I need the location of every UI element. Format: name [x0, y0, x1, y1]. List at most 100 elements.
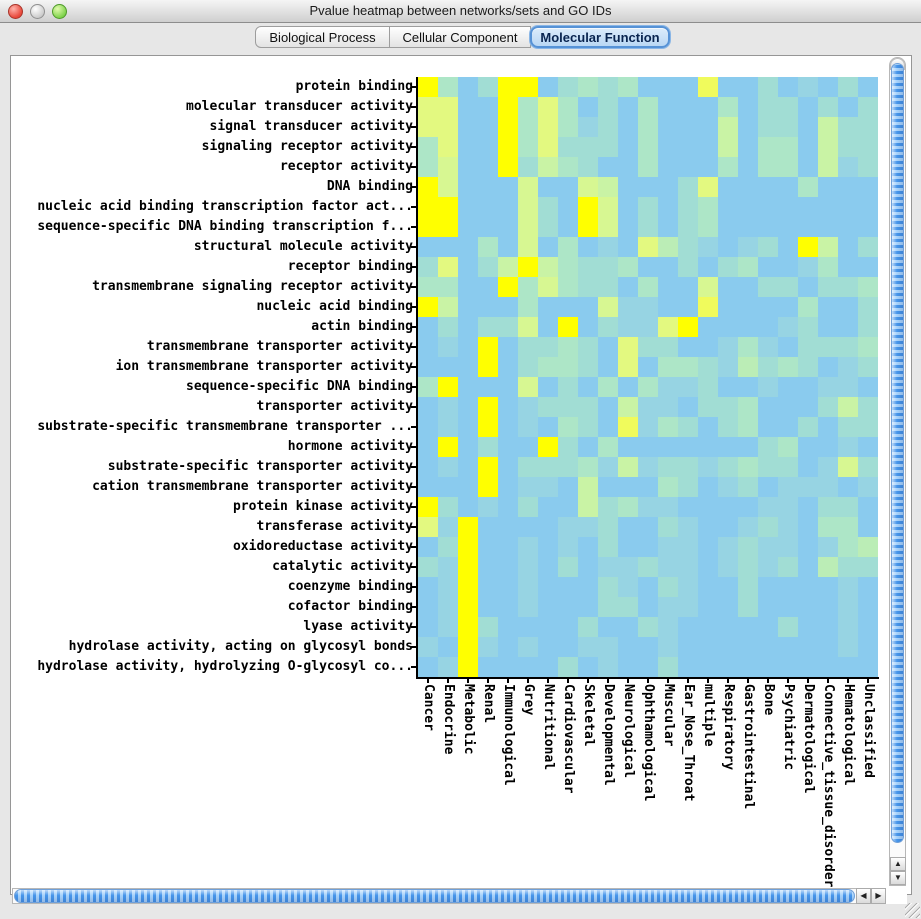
heatmap-cell	[838, 477, 858, 497]
heatmap-cell	[658, 417, 678, 437]
heatmap-cell	[418, 517, 438, 537]
heatmap-cell	[738, 397, 758, 417]
heatmap-cell	[458, 377, 478, 397]
heatmap-cell	[538, 597, 558, 617]
heatmap-cell	[518, 257, 538, 277]
heatmap-cell	[578, 157, 598, 177]
y-tick	[411, 426, 416, 428]
heatmap-cell	[578, 557, 598, 577]
minimize-button-icon[interactable]	[30, 4, 45, 19]
heatmap-cell	[698, 357, 718, 377]
heatmap-cell	[518, 637, 538, 657]
heatmap-cell	[658, 457, 678, 477]
heatmap-grid	[418, 77, 878, 677]
tab-cellular-component[interactable]: Cellular Component	[390, 26, 531, 48]
heatmap-cell	[858, 397, 878, 417]
heatmap-cell	[718, 177, 738, 197]
resize-grip-icon[interactable]	[905, 903, 920, 918]
heatmap-cell	[538, 257, 558, 277]
y-tick	[411, 366, 416, 368]
row-label: structural molecule activity	[193, 239, 413, 254]
heatmap-cell	[498, 477, 518, 497]
heatmap-cell	[598, 337, 618, 357]
heatmap-cell	[698, 377, 718, 397]
x-tick	[707, 679, 709, 683]
heatmap-cell	[798, 597, 818, 617]
heatmap-cell	[558, 637, 578, 657]
heatmap-cell	[718, 577, 738, 597]
heatmap-cell	[738, 457, 758, 477]
heatmap-cell	[418, 157, 438, 177]
heatmap-cell	[738, 197, 758, 217]
heatmap-cell	[438, 77, 458, 97]
heatmap-cell	[758, 437, 778, 457]
heatmap-cell	[858, 77, 878, 97]
heatmap-cell	[698, 77, 718, 97]
heatmap-cell	[838, 297, 858, 317]
heatmap-cell	[498, 137, 518, 157]
heatmap-cell	[698, 557, 718, 577]
tab-bar: Biological Process Cellular Component Mo…	[255, 26, 670, 48]
heatmap-cell	[418, 597, 438, 617]
tab-molecular-function[interactable]: Molecular Function	[530, 26, 670, 48]
scroll-up-button[interactable]: ▲	[890, 857, 906, 871]
heatmap-cell	[538, 557, 558, 577]
heatmap-cell	[438, 357, 458, 377]
close-button-icon[interactable]	[8, 4, 23, 19]
heatmap-cell	[478, 377, 498, 397]
heatmap-cell	[798, 457, 818, 477]
heatmap-cell	[578, 357, 598, 377]
heatmap-cell	[538, 457, 558, 477]
col-label: Skeletal	[581, 684, 596, 747]
scroll-left-button[interactable]: ◀	[856, 888, 871, 904]
heatmap-cell	[578, 417, 598, 437]
zoom-button-icon[interactable]	[52, 4, 67, 19]
heatmap-cell	[838, 377, 858, 397]
y-tick	[411, 286, 416, 288]
heatmap-cell	[778, 457, 798, 477]
heatmap-cell	[578, 537, 598, 557]
heatmap-cell	[858, 357, 878, 377]
heatmap-cell	[578, 237, 598, 257]
heatmap-cell	[618, 617, 638, 637]
heatmap-cell	[558, 517, 578, 537]
heatmap-cell	[458, 177, 478, 197]
heatmap-cell	[838, 197, 858, 217]
heatmap-cell	[538, 537, 558, 557]
heatmap-cell	[778, 317, 798, 337]
heatmap-cell	[798, 77, 818, 97]
heatmap-cell	[558, 197, 578, 217]
heatmap-cell	[658, 197, 678, 217]
horizontal-scrollbar-thumb[interactable]	[14, 889, 855, 903]
heatmap-cell	[478, 517, 498, 537]
heatmap-cell	[618, 497, 638, 517]
heatmap-cell	[478, 557, 498, 577]
tab-biological-process[interactable]: Biological Process	[255, 26, 390, 48]
scroll-down-button[interactable]: ▼	[890, 871, 906, 885]
heatmap-cell	[818, 177, 838, 197]
heatmap-cell	[638, 417, 658, 437]
title-bar[interactable]: Pvalue heatmap between networks/sets and…	[0, 0, 921, 23]
heatmap-cell	[778, 437, 798, 457]
heatmap-cell	[738, 77, 758, 97]
heatmap-cell	[558, 317, 578, 337]
heatmap-cell	[558, 137, 578, 157]
heatmap-cell	[838, 117, 858, 137]
heatmap-cell	[678, 577, 698, 597]
scroll-right-button[interactable]: ▶	[871, 888, 886, 904]
heatmap-cell	[618, 337, 638, 357]
heatmap-cell	[478, 497, 498, 517]
heatmap-cell	[498, 157, 518, 177]
heatmap-cell	[818, 217, 838, 237]
heatmap-cell	[818, 657, 838, 677]
heatmap-cell	[738, 377, 758, 397]
heatmap-cell	[758, 257, 778, 277]
heatmap-cell	[618, 357, 638, 377]
heatmap-cell	[538, 437, 558, 457]
heatmap-cell	[618, 317, 638, 337]
heatmap-cell	[838, 257, 858, 277]
heatmap-cell	[678, 377, 698, 397]
y-tick	[411, 386, 416, 388]
heatmap-cell	[618, 297, 638, 317]
vertical-scrollbar-thumb[interactable]	[891, 63, 904, 843]
